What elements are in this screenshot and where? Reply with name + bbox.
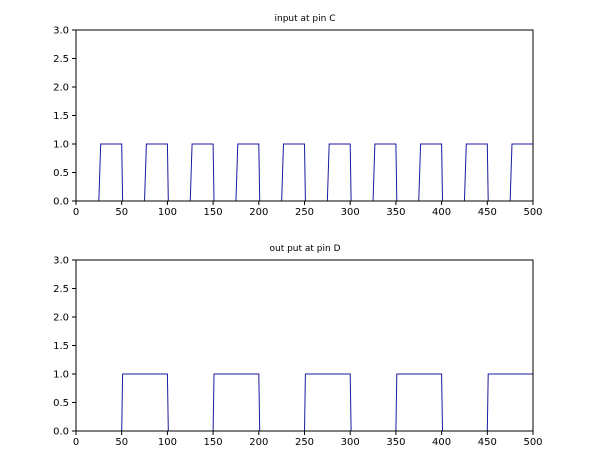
y-tick-label: 2.0 xyxy=(53,83,69,94)
tick-group: 0 50 100 150 200 250 300 350 400 450 500 0.0 0.5 1.0 1… xyxy=(53,26,542,219)
x-tick-label: 0 xyxy=(73,437,79,448)
x-tick-label: 0 xyxy=(73,207,79,218)
x-tick-label: 500 xyxy=(523,207,542,218)
x-tick-label: 500 xyxy=(523,437,542,448)
x-tick-label: 150 xyxy=(204,437,223,448)
x-tick-label: 100 xyxy=(158,207,177,218)
x-tick-label: 450 xyxy=(478,207,497,218)
series-line xyxy=(76,143,533,202)
chart-input-pin-c: input at pin C 0 50 100 150 200 250 300 350 400 4… xyxy=(53,14,542,218)
chart-title: input at pin C xyxy=(275,14,336,24)
plot-frame xyxy=(75,29,534,202)
y-tick-label: 0.0 xyxy=(53,427,69,438)
x-tick-label: 200 xyxy=(249,207,268,218)
y-tick-label: 1.5 xyxy=(53,111,69,122)
y-tick-label: 2.0 xyxy=(53,313,69,324)
chart-title: out put at pin D xyxy=(269,244,340,254)
y-tick-label: 0.5 xyxy=(53,168,69,179)
x-tick-label: 50 xyxy=(115,207,128,218)
x-tick-label: 250 xyxy=(295,207,314,218)
y-tick-label: 3.0 xyxy=(53,256,69,267)
x-tick-label: 350 xyxy=(386,437,405,448)
x-tick-label: 350 xyxy=(386,207,405,218)
x-tick-label: 300 xyxy=(341,437,360,448)
series-line xyxy=(76,373,533,432)
x-tick-label: 50 xyxy=(115,437,128,448)
x-tick-label: 250 xyxy=(295,437,314,448)
x-tick-label: 450 xyxy=(478,437,497,448)
y-tick-label: 2.5 xyxy=(53,54,69,65)
y-tick-label: 3.0 xyxy=(53,26,69,37)
x-tick-label: 400 xyxy=(432,207,451,218)
plot-frame xyxy=(75,259,534,432)
tick-group: 0 50 100 150 200 250 300 350 400 450 500 0.0 0.5 1.0 1… xyxy=(53,256,542,449)
x-tick-label: 400 xyxy=(432,437,451,448)
y-tick-label: 1.5 xyxy=(53,341,69,352)
x-tick-label: 150 xyxy=(204,207,223,218)
chart-output-pin-d: out put at pin D 0 50 100 150 200 250 300 350 40… xyxy=(53,244,542,448)
x-tick-label: 100 xyxy=(158,437,177,448)
y-tick-label: 0.5 xyxy=(53,398,69,409)
y-tick-label: 1.0 xyxy=(53,370,69,381)
y-tick-label: 1.0 xyxy=(53,140,69,151)
x-tick-label: 200 xyxy=(249,437,268,448)
y-tick-label: 2.5 xyxy=(53,284,69,295)
y-tick-label: 0.0 xyxy=(53,197,69,208)
x-tick-label: 300 xyxy=(341,207,360,218)
